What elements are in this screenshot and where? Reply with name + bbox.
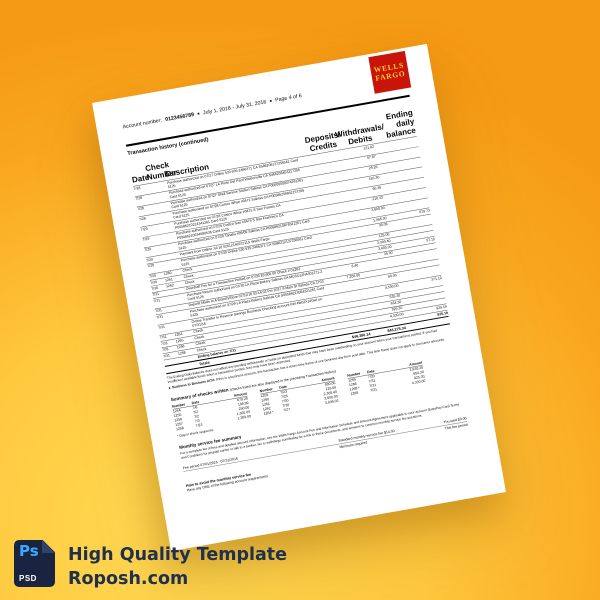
transaction-row-date: 7/28 bbox=[136, 206, 145, 212]
statement-page: WELLS FARGO Account number: 0123456789 ■… bbox=[92, 43, 506, 552]
transaction-row-check bbox=[159, 243, 178, 246]
square-bullet-icon: ■ bbox=[168, 386, 171, 390]
page-indicator: Page 4 of 6 bbox=[274, 92, 303, 104]
transaction-row-check bbox=[170, 304, 189, 307]
branding-text: High Quality Template Roposh.com bbox=[68, 540, 287, 591]
transaction-row-check bbox=[167, 288, 186, 291]
transaction-row-date: 7/28 bbox=[138, 216, 147, 222]
transaction-row-check bbox=[150, 192, 169, 195]
account-number-label: Account number: bbox=[122, 117, 163, 130]
transaction-row-date: 7/28 bbox=[133, 186, 141, 191]
transaction-row-check bbox=[168, 294, 187, 297]
transaction-row-date: 7/29 bbox=[140, 227, 148, 232]
transaction-row-date: 7/31 bbox=[156, 314, 164, 320]
branding-line2: Roposh.com bbox=[68, 568, 189, 589]
transaction-row-date: 7/29 bbox=[142, 237, 150, 242]
transaction-row-check bbox=[154, 212, 173, 215]
transaction-row-check bbox=[171, 310, 190, 313]
photoshop-psd-file-icon: Ps PSD bbox=[14, 540, 55, 587]
transaction-row-date: 7/28 bbox=[135, 196, 143, 202]
transaction-row-date: 7/31 bbox=[153, 298, 161, 304]
transaction-row-check bbox=[161, 253, 180, 256]
transaction-row-check bbox=[152, 202, 171, 205]
transaction-row-check bbox=[157, 233, 176, 236]
branding-line1: High Quality Template bbox=[68, 545, 288, 565]
statement-period: July 1, 2016 - July 31, 2016 bbox=[202, 98, 267, 116]
transaction-row-date: 7/31 bbox=[157, 325, 166, 330]
folded-corner-icon bbox=[42, 540, 55, 553]
psd-label: PSD bbox=[19, 574, 37, 583]
ps-logo-text: Ps bbox=[19, 542, 39, 560]
footer-branding: Ps PSD High Quality Template Roposh.com bbox=[14, 540, 287, 591]
account-number-value: 0123456789 bbox=[164, 111, 195, 123]
transaction-row-check bbox=[155, 222, 174, 225]
transaction-row-date: 7/30 bbox=[147, 263, 155, 269]
transaction-row-check bbox=[162, 259, 181, 262]
col-header-check-number: Check Number bbox=[144, 160, 178, 183]
square-bullet-icon: ■ bbox=[269, 99, 273, 104]
transaction-row-check bbox=[173, 320, 192, 323]
transaction-row-date: 7/29 bbox=[144, 247, 152, 253]
square-bullet-icon: ■ bbox=[197, 111, 200, 116]
